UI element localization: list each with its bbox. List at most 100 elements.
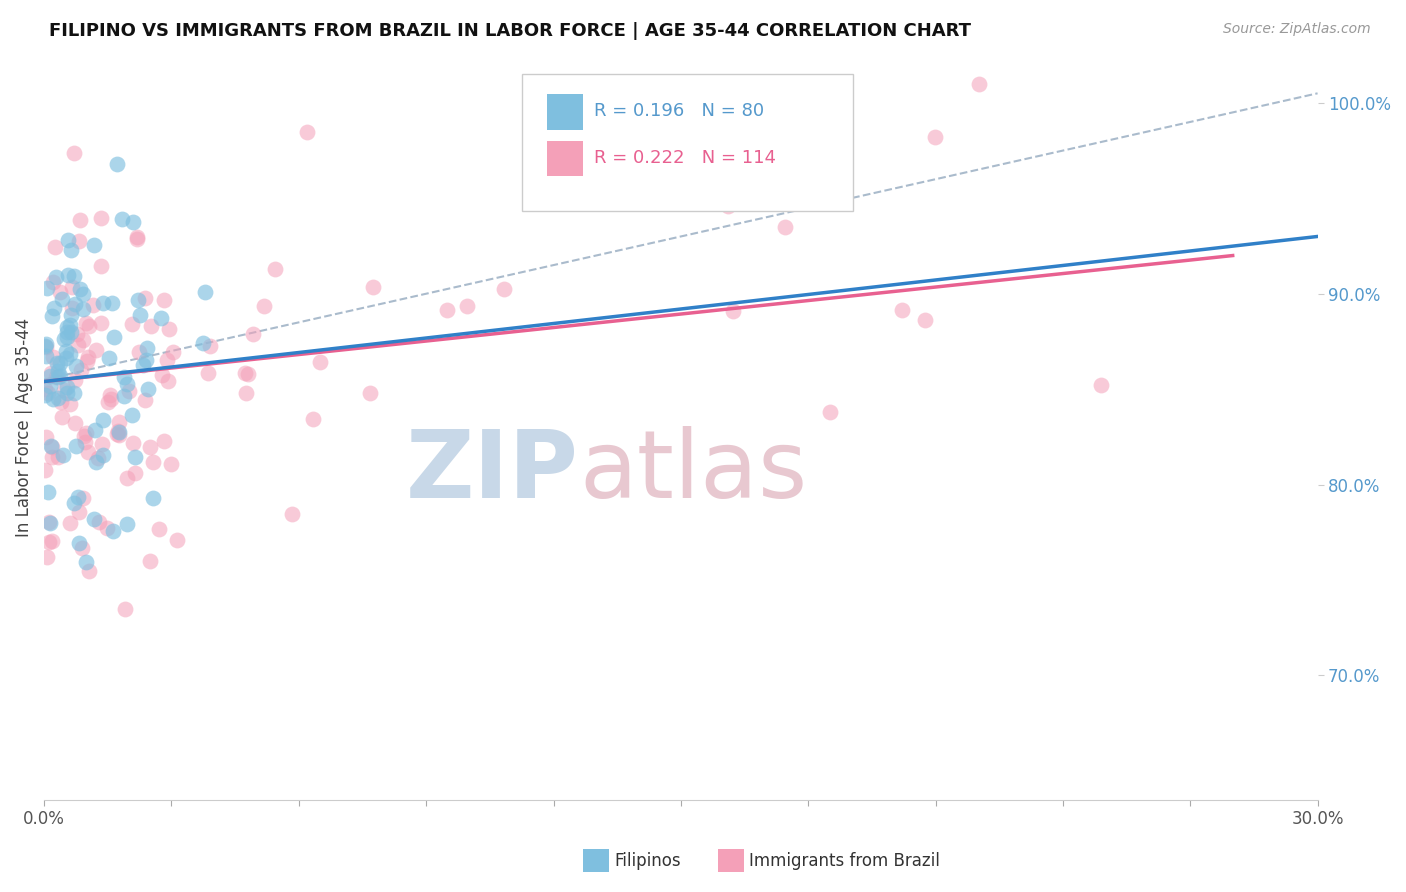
Point (139, 319, 162, 334)
Point (35, 337, 58, 351)
Point (191, 335, 214, 350)
Point (48, 356, 70, 370)
Point (302, 411, 325, 425)
Point (38, 534, 60, 549)
Point (891, 303, 914, 318)
Point (69, 213, 91, 227)
Point (41, 309, 63, 323)
Point (91, 448, 114, 462)
Point (75, 555, 97, 569)
Point (59, 243, 82, 257)
Point (34, 382, 56, 396)
Point (38, 515, 60, 529)
Point (56, 233, 79, 247)
Point (62, 496, 84, 510)
Point (91, 413, 114, 427)
Point (121, 408, 143, 422)
Text: Source: ZipAtlas.com: Source: ZipAtlas.com (1223, 22, 1371, 37)
Point (59, 326, 82, 340)
Point (101, 524, 124, 538)
Point (59, 516, 82, 530)
Point (34, 339, 56, 353)
Point (125, 230, 148, 244)
Point (157, 322, 180, 336)
Point (39, 439, 62, 453)
Point (75, 426, 97, 441)
FancyBboxPatch shape (522, 74, 853, 211)
Point (112, 369, 135, 384)
Point (235, 385, 257, 400)
Point (90, 316, 112, 330)
Point (41, 392, 63, 406)
Point (112, 389, 135, 403)
Point (76, 445, 98, 459)
Point (62, 146, 84, 161)
Point (51, 292, 73, 306)
Point (39, 516, 62, 531)
Point (97, 395, 120, 409)
Point (721, 304, 744, 318)
Point (82, 298, 104, 312)
Point (297, 125, 319, 139)
Point (101, 296, 124, 310)
Point (56, 320, 79, 334)
Point (236, 368, 259, 382)
Text: FILIPINO VS IMMIGRANTS FROM BRAZIL IN LABOR FORCE | AGE 35-44 CORRELATION CHART: FILIPINO VS IMMIGRANTS FROM BRAZIL IN LA… (49, 22, 972, 40)
Point (359, 385, 381, 400)
Point (35, 340, 58, 354)
Point (84, 454, 107, 468)
Point (121, 215, 143, 229)
Point (76, 354, 98, 368)
Point (153, 434, 176, 448)
Point (67, 490, 90, 504)
Point (67, 535, 90, 549)
Point (148, 522, 170, 536)
Point (253, 299, 276, 313)
Point (44, 240, 66, 254)
Point (108, 425, 131, 439)
Point (77, 318, 100, 333)
Point (38, 368, 60, 383)
Point (59, 318, 82, 332)
Point (115, 471, 138, 485)
Point (52, 448, 75, 462)
Point (73, 434, 96, 449)
Point (89, 516, 111, 530)
Point (83, 238, 105, 252)
Point (58, 268, 80, 282)
Point (59, 347, 82, 361)
Point (153, 293, 176, 307)
Point (60, 301, 83, 315)
Point (65, 439, 87, 453)
Point (56, 385, 79, 400)
Point (98, 351, 121, 365)
Point (96, 521, 118, 535)
Point (41, 366, 63, 380)
Point (48, 369, 70, 384)
Point (59, 397, 82, 411)
Point (46, 392, 69, 406)
Point (46, 364, 69, 378)
Point (704, 194, 727, 209)
Point (90, 436, 112, 450)
Point (72, 301, 94, 316)
Point (83, 512, 105, 526)
Point (361, 280, 384, 294)
Point (69, 363, 91, 377)
Point (914, 313, 936, 327)
Point (45, 356, 67, 370)
Point (128, 344, 150, 359)
Point (121, 318, 143, 332)
Text: ZIP: ZIP (406, 426, 579, 518)
Point (66, 326, 89, 341)
Point (107, 415, 129, 429)
Point (242, 326, 264, 341)
Text: atlas: atlas (579, 426, 807, 518)
Point (309, 355, 332, 369)
Point (34, 463, 56, 477)
Point (62, 269, 84, 284)
Point (60, 308, 83, 322)
Point (72, 491, 94, 506)
Point (67, 338, 90, 352)
Point (34, 388, 56, 402)
